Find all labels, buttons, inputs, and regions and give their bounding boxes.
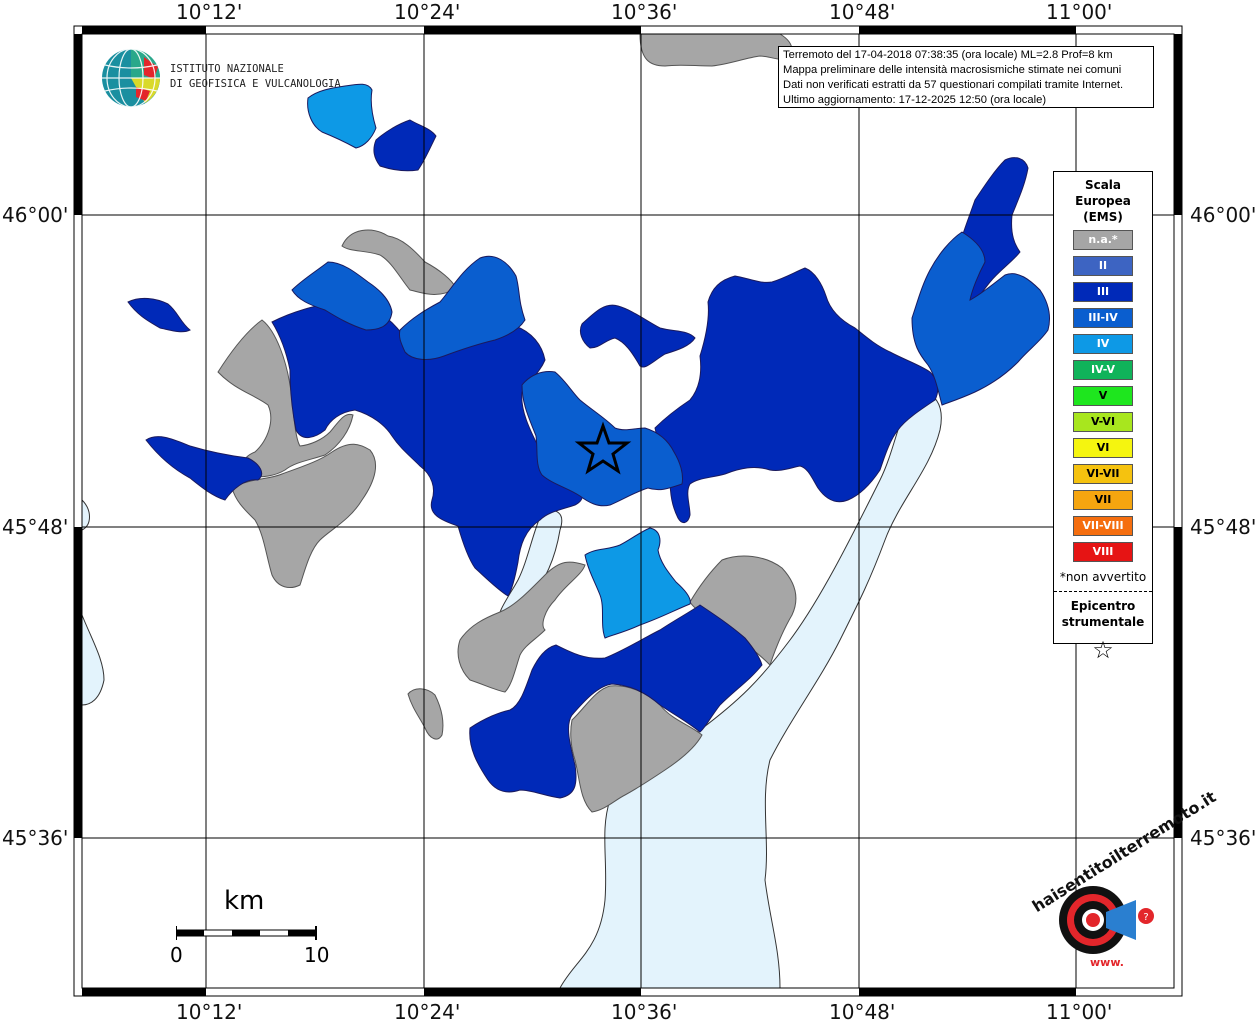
legend-item-vii-viii: VII-VIII [1073, 516, 1133, 536]
area-iii-north-small [373, 119, 437, 172]
scale-end-label: 10 [304, 943, 330, 967]
lakes [81, 391, 942, 989]
legend-item-n-a: n.a.* [1073, 230, 1133, 250]
lat-right-tick-1: 46°00' [1190, 203, 1255, 227]
haisentito-logo[interactable]: ? haisentitoilterremoto.it www. [1028, 787, 1220, 980]
epicenter-star [574, 421, 632, 475]
lon-top-tick-3: 10°36' [611, 0, 678, 24]
legend-star-icon: ☆ [1092, 636, 1114, 664]
legend-note: *non avvertito [1059, 570, 1147, 584]
areas-not-felt [217, 33, 797, 813]
scale-unit: km [224, 886, 265, 916]
legend-item-viii: VIII [1073, 542, 1133, 562]
info-line-update: Ultimo aggiornamento: 17-12-2025 12:50 (… [783, 94, 1047, 106]
legend-item-vi: VI [1073, 438, 1133, 458]
haisentito-prefix: www. [1090, 956, 1124, 969]
legend-epicenter-line2: strumentale [1061, 615, 1145, 629]
legend-title-line2: Europea [1075, 194, 1131, 208]
legend-item-iv: IV [1073, 334, 1133, 354]
scale-start-label: 0 [170, 943, 183, 967]
area-iii-east-big [654, 267, 939, 523]
haisentito-target-icon: ? [1059, 886, 1154, 954]
area-iii-north-arm [579, 304, 696, 368]
legend-item-iii: III [1073, 282, 1133, 302]
ingv-name-line2: DI GEOFISICA E VULCANOLOGIA [170, 78, 341, 90]
svg-text:?: ? [1143, 912, 1148, 923]
legend-title-line3: (EMS) [1083, 210, 1123, 224]
ingv-globe-logo [102, 48, 160, 108]
legend-item-iv-v: IV-V [1073, 360, 1133, 380]
legend-item-iii-iv: III-IV [1073, 308, 1133, 328]
legend-items: n.a.* II III III-IV IV IV-V V V-VI VI VI-VII VII VI… [1054, 230, 1152, 562]
lon-bottom-tick-1: 10°12' [176, 1000, 243, 1024]
area-iiiiv-northeast [911, 231, 1051, 406]
lon-bottom-tick-5: 11°00' [1046, 1000, 1113, 1024]
scale-ruler [176, 926, 317, 940]
lat-left-tick-3: 45°36' [2, 826, 69, 850]
earthquake-info-box: Terremoto del 17-04-2018 07:38:35 (ora l… [778, 46, 1154, 108]
area-iv-north [307, 83, 377, 149]
ingv-name: ISTITUTO NAZIONALE DI GEOFISICA E VULCAN… [170, 62, 341, 92]
areas-intensity-iv [307, 83, 691, 639]
lat-right-tick-3: 45°36' [1190, 826, 1255, 850]
lon-top-tick-5: 11°00' [1046, 0, 1113, 24]
lat-left-tick-1: 46°00' [2, 203, 69, 227]
lon-bottom-tick-2: 10°24' [394, 1000, 461, 1024]
area-na-west-valley [217, 319, 354, 478]
legend-item-v-vi: V-VI [1073, 412, 1133, 432]
lon-top-tick-2: 10°24' [394, 0, 461, 24]
map-frame [73, 25, 1183, 997]
lon-bottom-tick-4: 10°48' [829, 1000, 896, 1024]
area-na-south [570, 685, 703, 813]
lat-left-tick-2: 45°48' [2, 515, 69, 539]
legend-separator [1054, 591, 1152, 592]
legend-item-vii: VII [1073, 490, 1133, 510]
lon-bottom-tick-3: 10°36' [611, 1000, 678, 1024]
info-line-event: Terremoto del 17-04-2018 07:38:35 (ora l… [783, 49, 1113, 61]
legend-item-vi-vii: VI-VII [1073, 464, 1133, 484]
ems-legend: Scala Europea (EMS) n.a.* II III III-IV IV IV… [1053, 171, 1153, 664]
area-iii-west-tip [127, 297, 191, 333]
info-line-map: Mappa preliminare delle intensità macros… [783, 64, 1122, 76]
area-iiiiv-epicenter [521, 371, 683, 507]
scale-bar: km 0 10 [170, 886, 330, 967]
areas-intensity-iii [127, 119, 1029, 799]
area-na-small-west [407, 688, 444, 740]
lake-west-lower [81, 614, 105, 706]
areas-intensity-iii-iv [291, 231, 1051, 507]
legend-item-ii: II [1073, 256, 1133, 276]
info-line-data: Dati non verificati estratti da 57 quest… [783, 79, 1124, 91]
legend-title-line1: Scala [1084, 178, 1122, 192]
area-iiiiv-northcenter [399, 255, 526, 360]
legend-title: Scala Europea (EMS) [1054, 177, 1152, 225]
lat-right-tick-2: 45°48' [1190, 515, 1255, 539]
ingv-name-line1: ISTITUTO NAZIONALE [170, 63, 284, 75]
area-iii-iseo-south [469, 604, 763, 799]
lon-top-tick-4: 10°48' [829, 0, 896, 24]
area-iiiiv-north [291, 261, 393, 331]
area-na-southwest [231, 443, 377, 588]
lon-top-tick-1: 10°12' [176, 0, 243, 24]
area-na-iseo-west [457, 561, 586, 693]
legend-item-v: V [1073, 386, 1133, 406]
legend-epicenter-label: Epicentro strumentale [1054, 598, 1152, 630]
area-iii-west-band [145, 436, 263, 501]
legend-epicenter-line1: Epicentro [1070, 599, 1136, 613]
area-iv-south [584, 527, 691, 639]
